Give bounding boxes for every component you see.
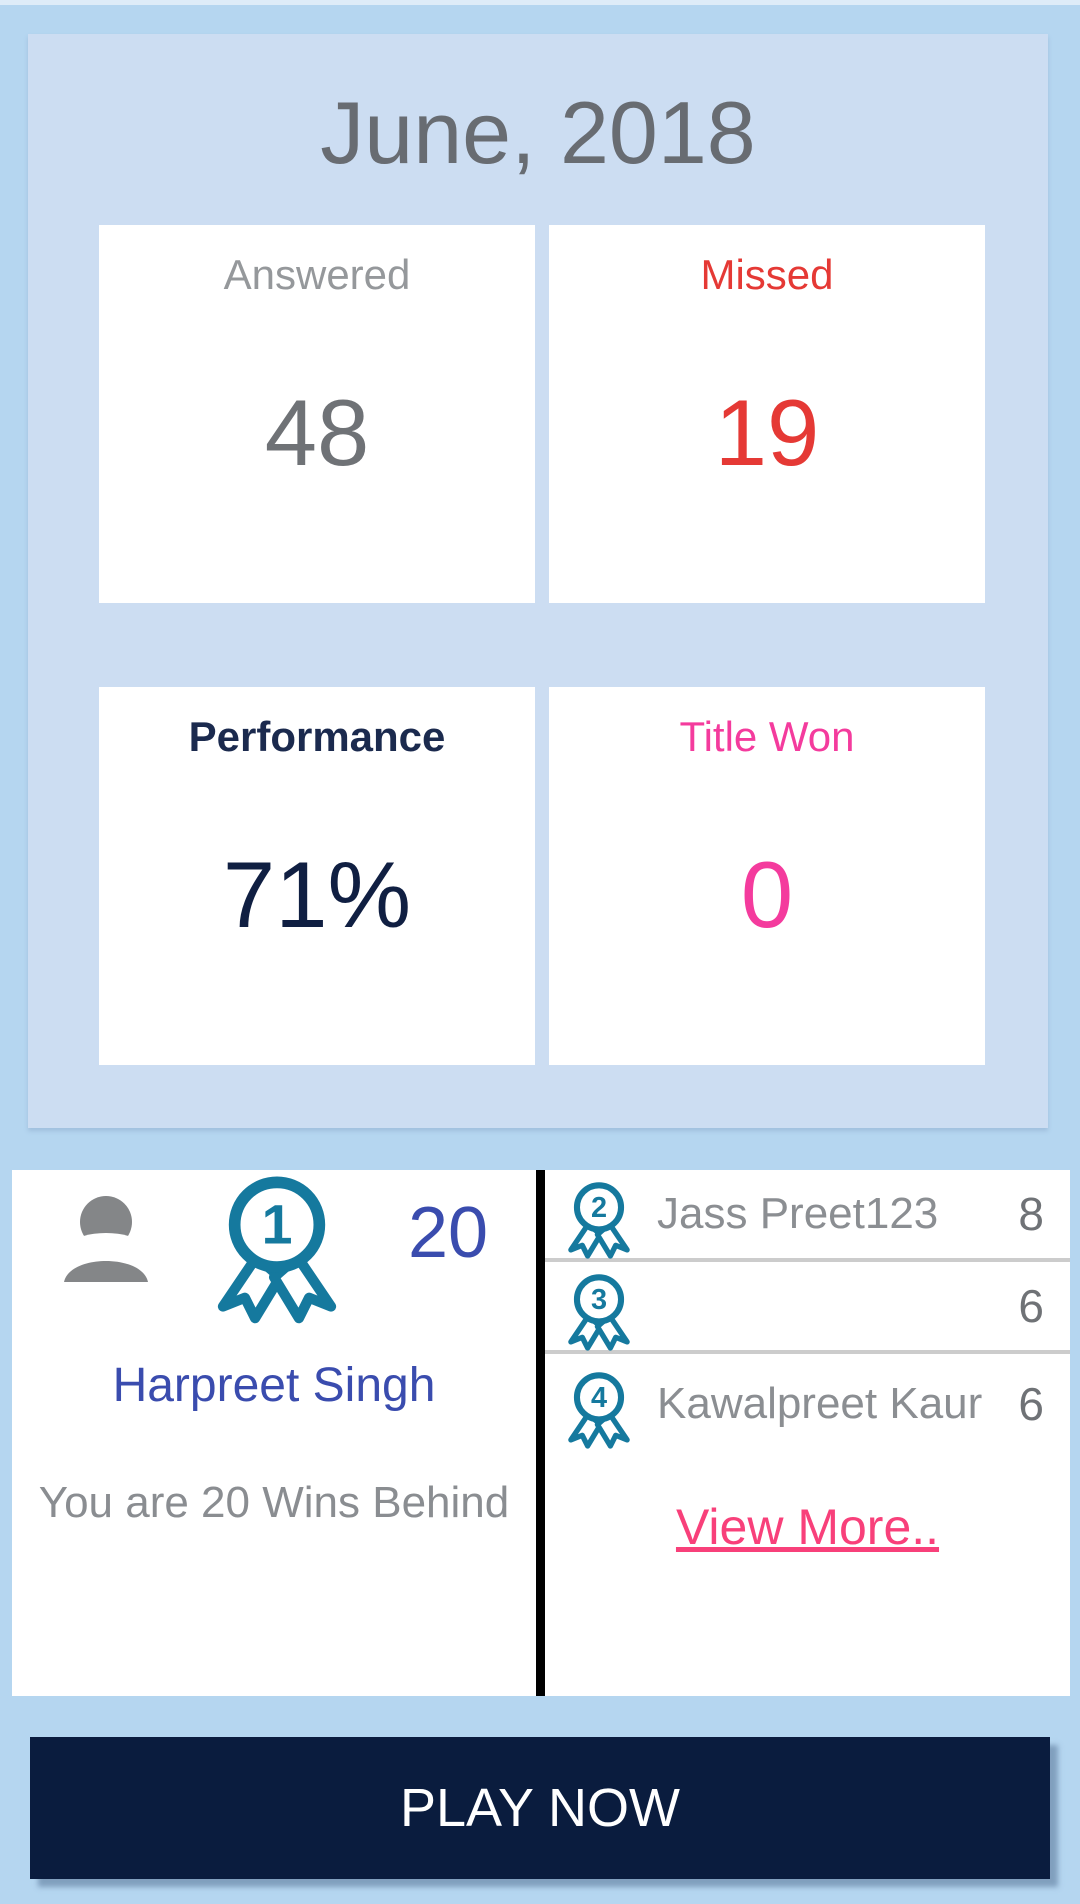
top-edge-highlight: [0, 0, 1080, 5]
leaderboard-row: 4 Kawalpreet Kaur 6: [545, 1354, 1070, 1454]
leaderboard-row: 2 Jass Preet123 8: [545, 1170, 1070, 1262]
leader-rank-number: 1: [262, 1194, 293, 1256]
player-name: Jass Preet123: [657, 1189, 939, 1238]
row-rank-number: 4: [591, 1382, 607, 1414]
player-name: Kawalpreet Kaur: [657, 1379, 983, 1428]
player-wins: 8: [1018, 1188, 1044, 1240]
missed-value: 19: [714, 380, 820, 485]
title-won-card: Title Won 0: [549, 687, 985, 1065]
vertical-divider: [536, 1170, 545, 1696]
title-won-label: Title Won: [679, 713, 855, 760]
rank-1-ribbon-icon: 1: [217, 1176, 337, 1324]
leaderboard-panel: 1 20 Harpreet Singh You are 20 Wins Behi…: [12, 1170, 1070, 1696]
performance-card: Performance 71%: [99, 687, 535, 1065]
leader-wins-count: 20: [407, 1193, 489, 1273]
player-wins: 6: [1018, 1280, 1044, 1332]
missed-card: Missed 19: [549, 225, 985, 603]
play-now-button[interactable]: PLAY NOW: [30, 1737, 1050, 1879]
view-more-link[interactable]: View More..: [675, 1499, 940, 1555]
performance-label: Performance: [188, 713, 446, 760]
rank-2-ribbon-icon: 2: [568, 1182, 630, 1259]
missed-label: Missed: [700, 251, 834, 298]
title-won-value: 0: [740, 842, 794, 947]
answered-label: Answered: [223, 251, 411, 298]
rank-3-ribbon-icon: 3: [568, 1274, 630, 1351]
row-rank-number: 2: [591, 1192, 607, 1224]
leader-section: 1 20 Harpreet Singh You are 20 Wins Behi…: [12, 1170, 536, 1696]
other-players-section: 2 Jass Preet123 8 3 6 4 Kawalpreet Kaur: [545, 1170, 1070, 1556]
user-avatar-icon: [64, 1196, 148, 1282]
answered-value: 48: [264, 380, 370, 485]
row-rank-number: 3: [591, 1284, 607, 1316]
leader-name: Harpreet Singh: [112, 1359, 436, 1412]
performance-value: 71%: [222, 842, 412, 947]
player-wins: 6: [1018, 1378, 1044, 1430]
month-title: June, 2018: [320, 83, 756, 182]
answered-card: Answered 48: [99, 225, 535, 603]
rank-4-ribbon-icon: 4: [568, 1372, 630, 1449]
monthly-stats-panel: June, 2018 Answered 48 Missed 19 Perform…: [28, 34, 1048, 1128]
wins-behind-text: You are 20 Wins Behind: [38, 1478, 510, 1527]
leaderboard-row: 3 6: [545, 1262, 1070, 1354]
